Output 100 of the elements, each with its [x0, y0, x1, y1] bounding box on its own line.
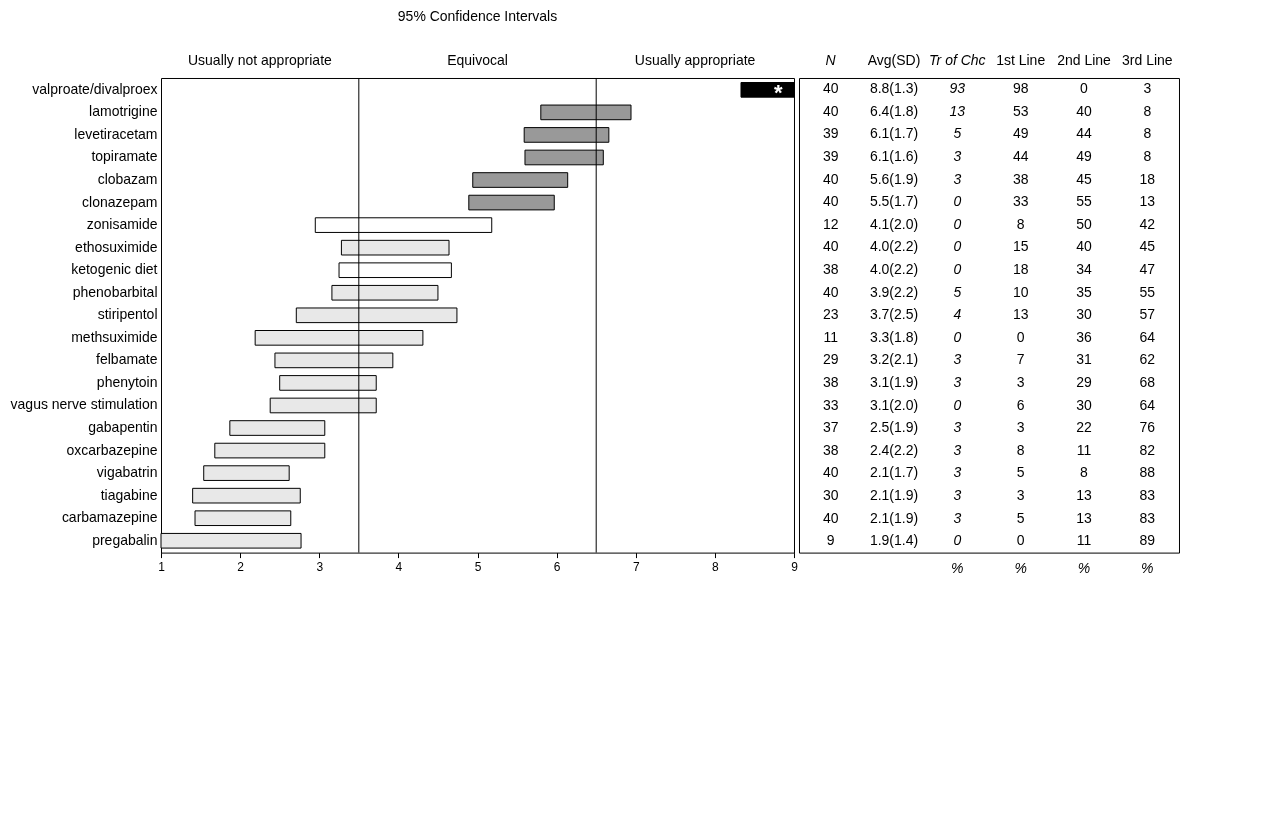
text: 88	[1139, 464, 1156, 481]
text: Usually not appropriate	[188, 52, 333, 68]
text: 76	[1139, 419, 1156, 436]
text: 83	[1139, 509, 1156, 526]
text: 13	[1076, 509, 1092, 526]
text: 2nd Line	[1057, 52, 1112, 68]
text: 3	[953, 509, 962, 526]
text: 45	[1139, 238, 1156, 255]
text: 62	[1139, 351, 1156, 368]
text: 40	[822, 102, 839, 119]
y-tick-label: stiripentol	[97, 306, 158, 323]
bar	[192, 487, 301, 504]
text: 45	[1076, 170, 1092, 187]
text: 8.8(1.3)	[869, 80, 919, 97]
y-tick-label: felbamate	[96, 351, 158, 368]
text: 57	[1139, 306, 1156, 323]
y-tick-label: valproate/divalproex	[32, 80, 158, 97]
text: 39	[822, 125, 839, 142]
text: 15	[1012, 238, 1029, 255]
y-tick-label: vigabatrin	[96, 464, 158, 481]
text: 40	[822, 80, 839, 97]
text: 0	[953, 215, 962, 232]
bar	[472, 172, 569, 188]
y-tick-label: pregabalin	[92, 531, 158, 548]
text: 2.4(2.2)	[869, 441, 919, 458]
text: 40	[822, 170, 839, 187]
bar	[194, 510, 292, 527]
text: 35	[1076, 283, 1092, 300]
text: 4	[953, 306, 962, 323]
y-tick-label: clonazepam	[82, 193, 158, 210]
text: 93	[949, 80, 966, 97]
x-tick-label: 1	[158, 560, 166, 575]
text: 6.4(1.8)	[869, 102, 919, 119]
bar	[203, 465, 290, 481]
text: 12	[822, 215, 839, 232]
text: 6	[1016, 396, 1025, 413]
text: 4.0(2.2)	[869, 261, 919, 278]
text: 38	[822, 374, 839, 391]
text: 64	[1139, 328, 1156, 345]
text: 4.0(2.2)	[869, 238, 919, 255]
text: 3.3(1.8)	[869, 328, 919, 345]
y-tick-label: ketogenic diet	[71, 261, 158, 278]
text: 0	[953, 238, 962, 255]
text: 50	[1076, 215, 1092, 232]
text: 40	[822, 193, 839, 210]
y-tick-label: phenytoin	[96, 373, 158, 390]
text: 1.9(1.4)	[869, 532, 919, 549]
text: 11	[1076, 441, 1092, 458]
text: 7	[1016, 351, 1025, 368]
text: 13	[1012, 306, 1029, 323]
text: 5	[953, 283, 962, 300]
text: %	[1141, 559, 1154, 576]
text: 6.1(1.6)	[869, 148, 919, 165]
text: 64	[1139, 396, 1156, 413]
text: 49	[1076, 148, 1092, 165]
text: 2.1(1.9)	[869, 487, 919, 504]
x-tick-label: 9	[791, 560, 799, 575]
text: 4.1(2.0)	[869, 215, 919, 232]
text: 33	[1012, 193, 1029, 210]
text: 44	[1012, 148, 1029, 165]
text: 3	[953, 419, 962, 436]
text: 44	[1076, 125, 1092, 142]
text: 3	[1016, 374, 1025, 391]
text: 3	[953, 148, 962, 165]
text: Equivocal	[447, 52, 508, 68]
text: 37	[822, 419, 839, 436]
text: 0	[953, 261, 962, 278]
text: 3.1(2.0)	[869, 396, 919, 413]
text: 2.1(1.7)	[869, 464, 919, 481]
text: 40	[1076, 238, 1092, 255]
text: 3	[1143, 80, 1152, 97]
text: 29	[822, 351, 839, 368]
text: %	[951, 559, 964, 576]
text: 38	[822, 441, 839, 458]
text: 8	[1143, 148, 1152, 165]
text: 8	[1080, 464, 1089, 481]
text: 10	[1012, 283, 1029, 300]
bar	[214, 442, 326, 459]
text: 8	[1016, 215, 1025, 232]
text: 5	[953, 125, 962, 142]
text: 30	[1076, 306, 1092, 323]
text: 34	[1076, 261, 1092, 278]
text: 0	[953, 328, 962, 345]
text: 49	[1012, 125, 1029, 142]
text: 0	[1080, 80, 1089, 97]
x-tick-label: 5	[474, 560, 482, 575]
text: 0	[1016, 532, 1025, 549]
text: 13	[1139, 193, 1156, 210]
y-tick-label: tiagabine	[100, 486, 158, 503]
text: 3	[953, 441, 962, 458]
text: 82	[1139, 441, 1156, 458]
text: 23	[822, 306, 839, 323]
y-tick-label: lamotrigine	[89, 103, 158, 120]
text: 31	[1076, 351, 1092, 368]
text: 40	[822, 283, 839, 300]
y-tick-label: topiramate	[91, 148, 158, 165]
text: 2.5(1.9)	[869, 419, 919, 436]
text: 29	[1076, 374, 1092, 391]
y-tick-label: oxcarbazepine	[66, 441, 158, 458]
bar	[229, 420, 326, 436]
